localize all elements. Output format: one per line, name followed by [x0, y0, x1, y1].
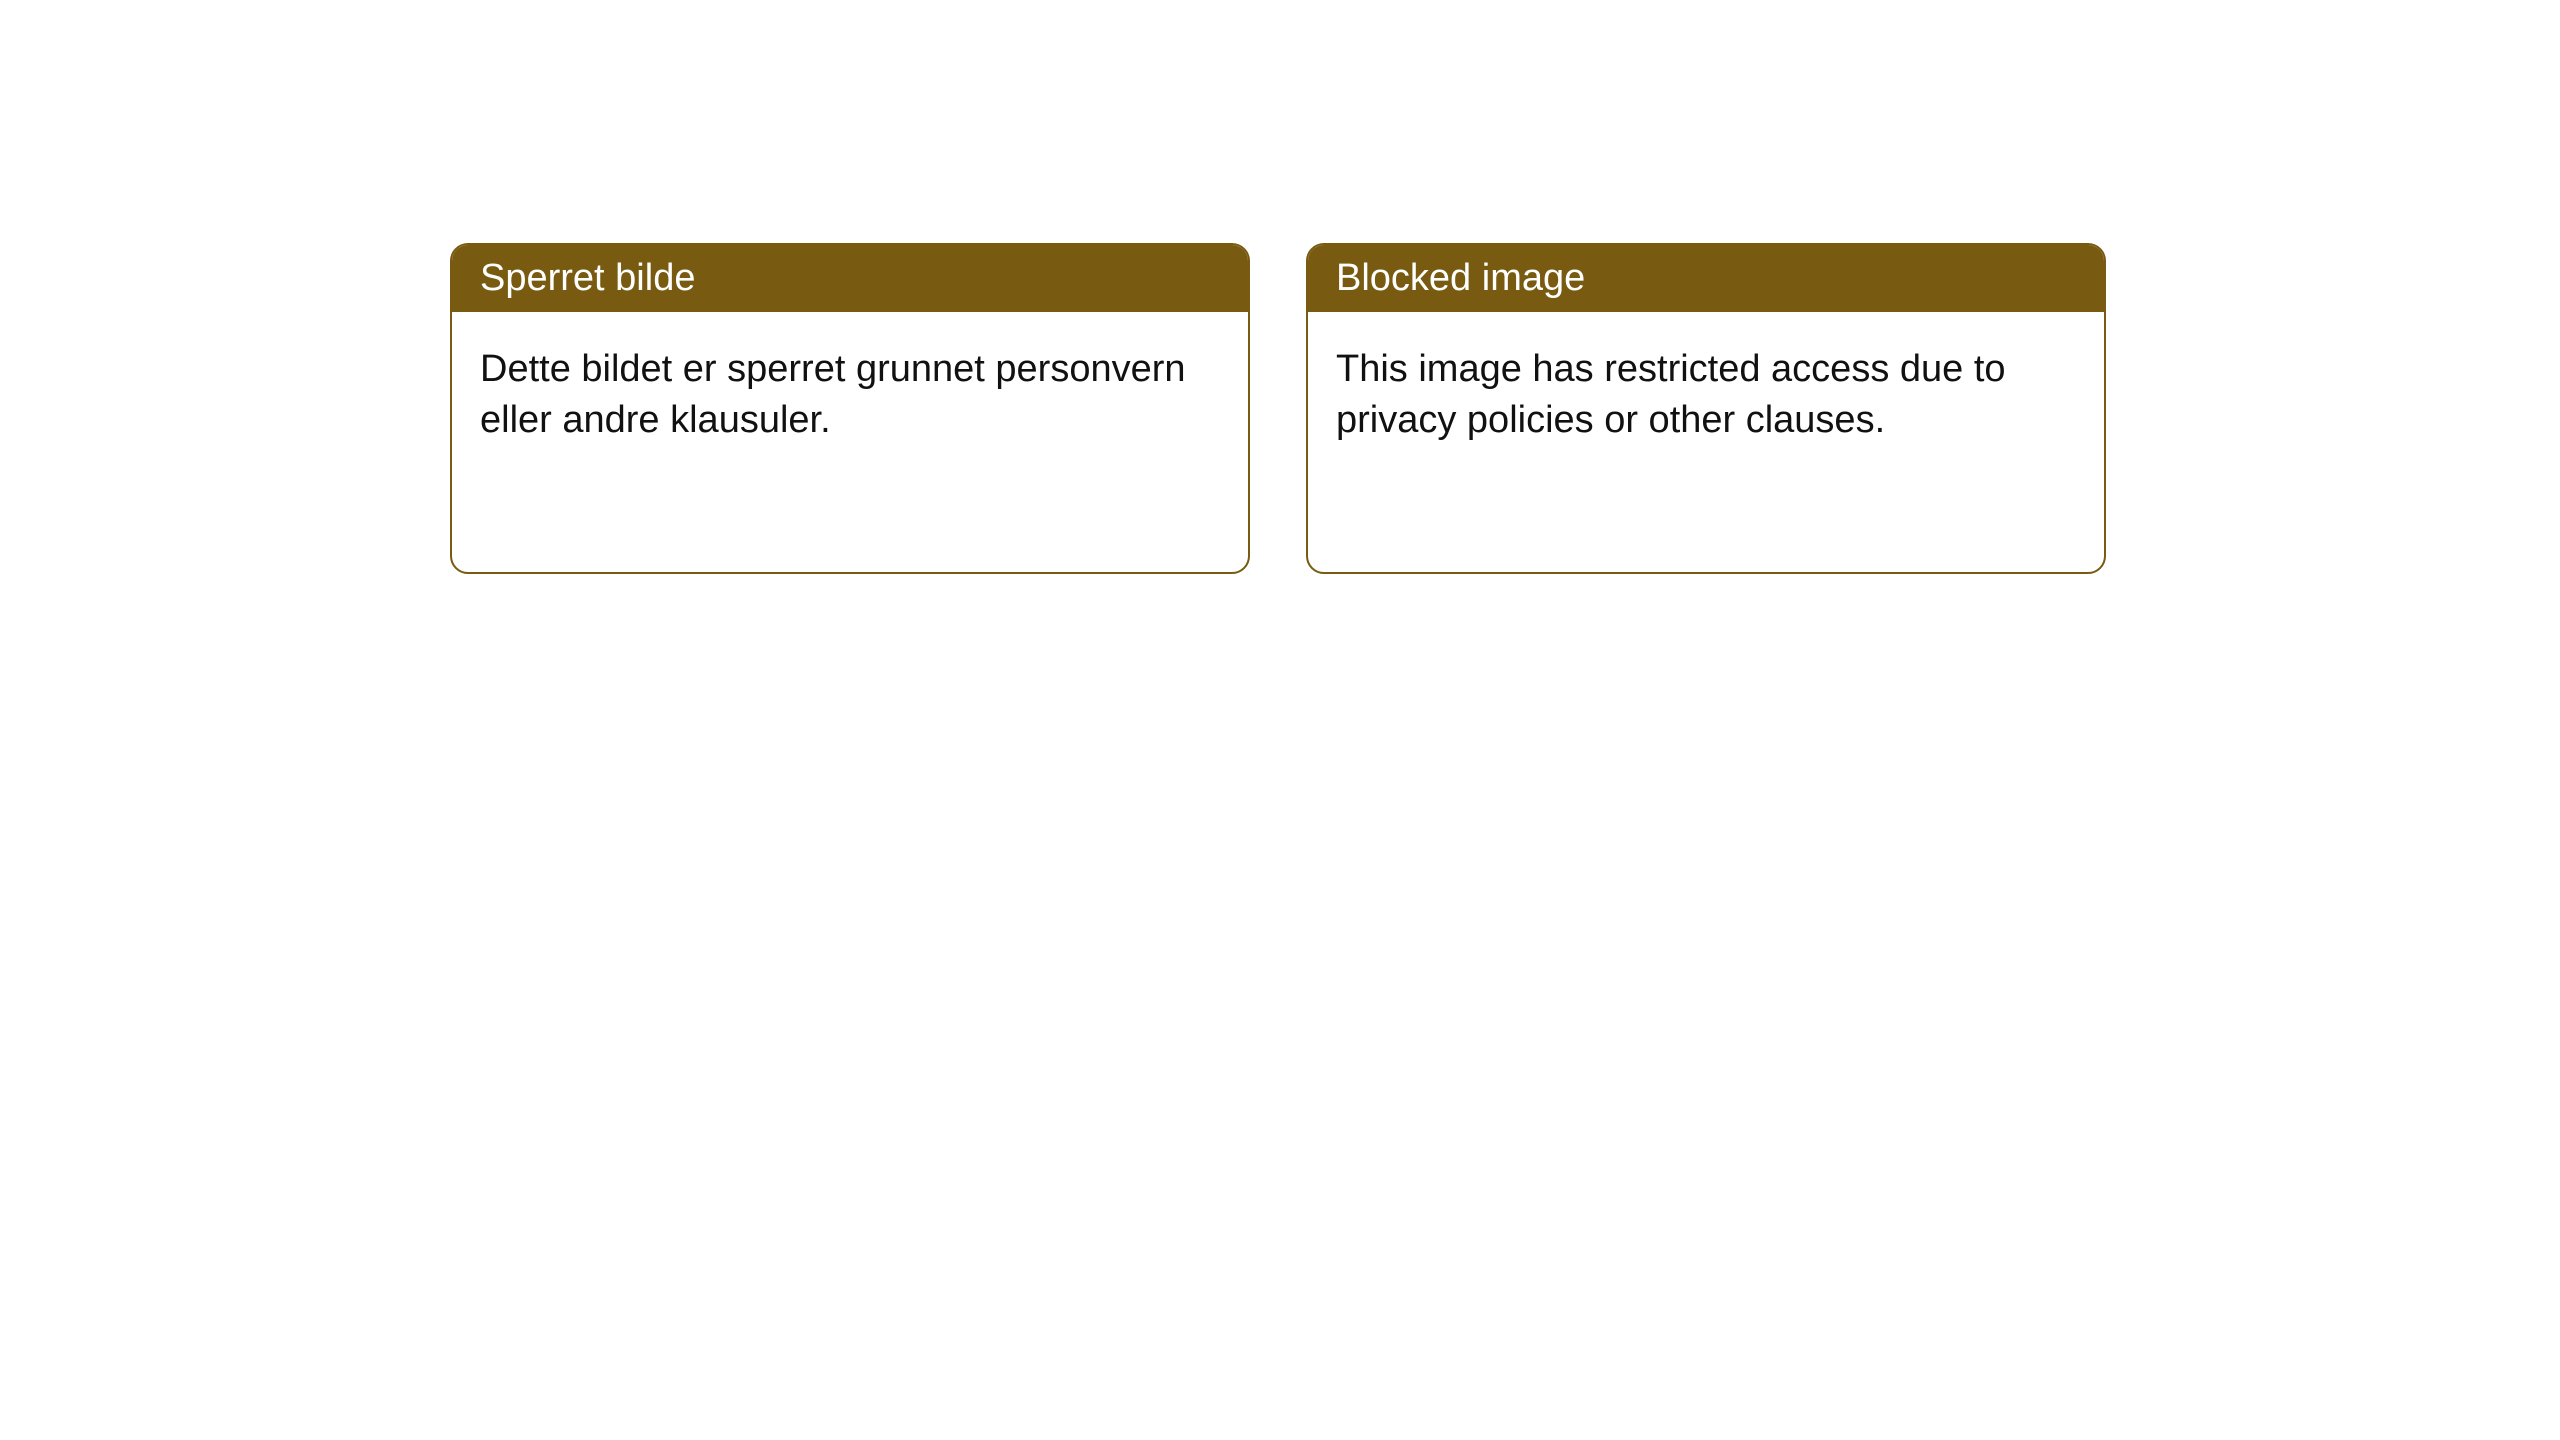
- notice-body: This image has restricted access due to …: [1308, 312, 2104, 572]
- notice-body: Dette bildet er sperret grunnet personve…: [452, 312, 1248, 572]
- notice-card-english: Blocked image This image has restricted …: [1306, 243, 2106, 574]
- notice-header: Blocked image: [1308, 245, 2104, 312]
- notice-header: Sperret bilde: [452, 245, 1248, 312]
- notice-container: Sperret bilde Dette bildet er sperret gr…: [0, 0, 2560, 574]
- notice-card-norwegian: Sperret bilde Dette bildet er sperret gr…: [450, 243, 1250, 574]
